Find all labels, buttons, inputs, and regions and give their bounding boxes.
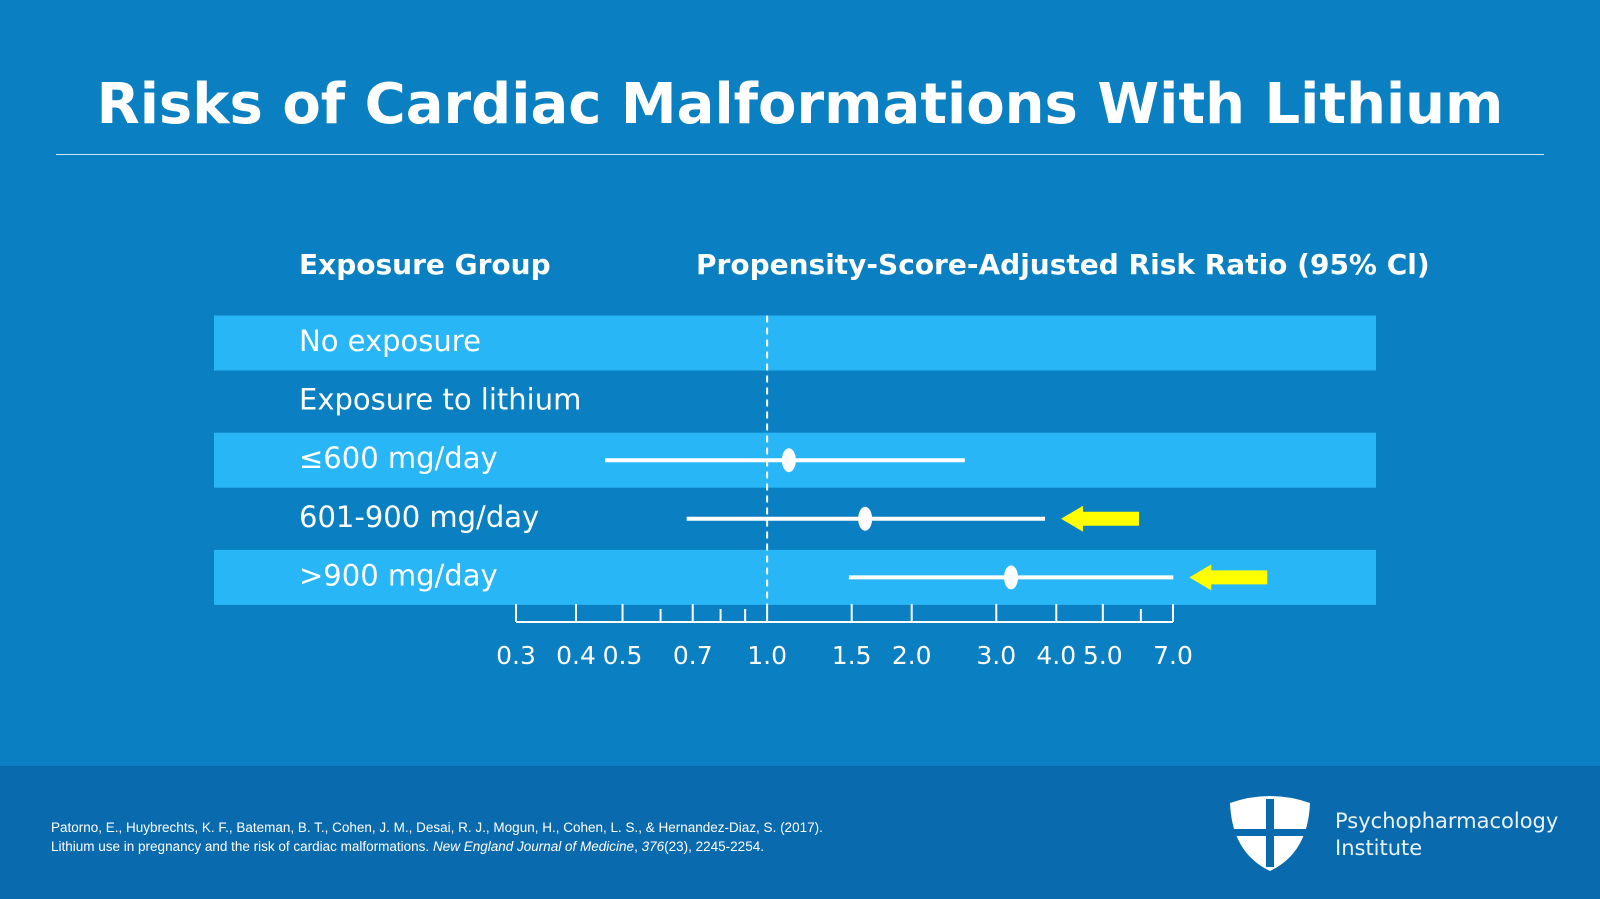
x-tick-label: 7.0 bbox=[1153, 641, 1193, 670]
point-estimate bbox=[1004, 565, 1019, 590]
logo-line: Institute bbox=[1335, 836, 1423, 860]
logo-line: Psychopharmacology bbox=[1335, 809, 1559, 833]
title: Risks of Cardiac Malformations With Lith… bbox=[97, 72, 1504, 137]
citation-part: (23), 2245-2254. bbox=[664, 839, 764, 854]
citation-volume: 376 bbox=[641, 839, 665, 854]
x-tick-label: 5.0 bbox=[1083, 641, 1123, 670]
x-tick-label: 2.0 bbox=[892, 641, 932, 670]
citation-part: Lithium use in pregnancy and the risk of… bbox=[51, 839, 430, 854]
highlight-arrow bbox=[1189, 564, 1268, 591]
highlight-arrow bbox=[1061, 505, 1140, 532]
point-estimate bbox=[858, 506, 873, 531]
row-band bbox=[214, 315, 1376, 371]
column-header: Propensity-Score-Adjusted Risk Ratio (95… bbox=[696, 248, 1430, 281]
citation-line: Lithium use in pregnancy and the risk of… bbox=[51, 837, 823, 856]
x-tick-label: 0.4 bbox=[556, 641, 596, 670]
column-header: Exposure Group bbox=[299, 248, 551, 281]
x-tick-label: 1.5 bbox=[832, 641, 872, 670]
x-tick-label: 4.0 bbox=[1036, 641, 1076, 670]
row-label: 601-900 mg/day bbox=[299, 500, 539, 534]
row-band bbox=[214, 549, 1376, 605]
row-label: ≤600 mg/day bbox=[299, 441, 498, 475]
point-estimate bbox=[781, 448, 796, 473]
row-label: No exposure bbox=[299, 324, 481, 358]
logo-text: Psychopharmacology Institute bbox=[1335, 808, 1558, 862]
logo-shield bbox=[1230, 796, 1310, 871]
footer-band bbox=[0, 766, 1600, 899]
row-label: >900 mg/day bbox=[299, 558, 498, 592]
citation-line: Patorno, E., Huybrechts, K. F., Bateman,… bbox=[51, 820, 823, 835]
x-tick-label: 0.7 bbox=[673, 641, 713, 670]
x-tick-label: 0.5 bbox=[603, 641, 643, 670]
row-label: Exposure to lithium bbox=[299, 383, 581, 417]
x-tick-label: 0.3 bbox=[496, 641, 536, 670]
citation: Patorno, E., Huybrechts, K. F., Bateman,… bbox=[51, 818, 823, 856]
x-tick-label: 3.0 bbox=[976, 641, 1016, 670]
citation-part: , bbox=[634, 839, 638, 854]
x-tick-label: 1.0 bbox=[747, 641, 787, 670]
citation-journal: New England Journal of Medicine bbox=[432, 839, 635, 854]
